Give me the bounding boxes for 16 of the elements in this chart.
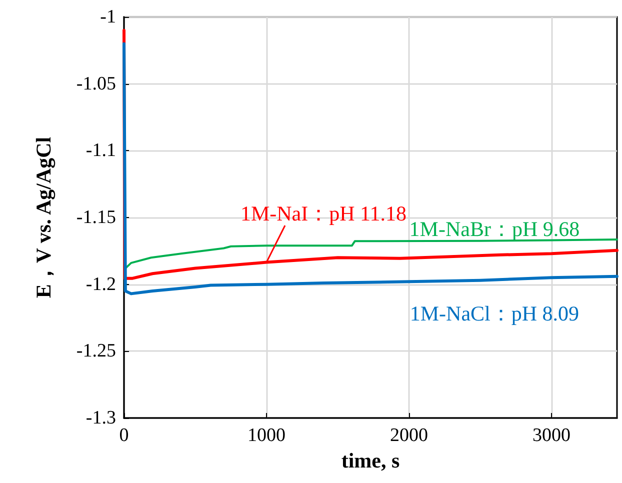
x-tick-label: 0 bbox=[119, 425, 129, 446]
x-axis-title: time, s bbox=[341, 448, 400, 472]
y-tick-label: -1 bbox=[100, 6, 116, 28]
y-tick-label: -1.25 bbox=[76, 340, 116, 362]
y-tick-label: -1.3 bbox=[86, 408, 116, 428]
y-tick-label: -1.05 bbox=[76, 73, 116, 94]
y-tick-label: -1.1 bbox=[86, 140, 116, 162]
x-tick-label: 3000 bbox=[532, 425, 570, 446]
series-label: 1M-NaI：pH 11.18 bbox=[240, 201, 406, 226]
y-tick-label: -1.15 bbox=[76, 207, 116, 228]
series-label: 1M-NaBr：pH 9.68 bbox=[409, 216, 580, 241]
x-tick-label: 1000 bbox=[247, 425, 286, 446]
y-tick-label: -1.2 bbox=[86, 274, 116, 295]
x-tick-label: 2000 bbox=[390, 425, 428, 446]
y-axis-title: E，V vs. Ag/AgCl bbox=[32, 136, 56, 298]
series-label: 1M-NaCl：pH 8.09 bbox=[410, 302, 580, 326]
